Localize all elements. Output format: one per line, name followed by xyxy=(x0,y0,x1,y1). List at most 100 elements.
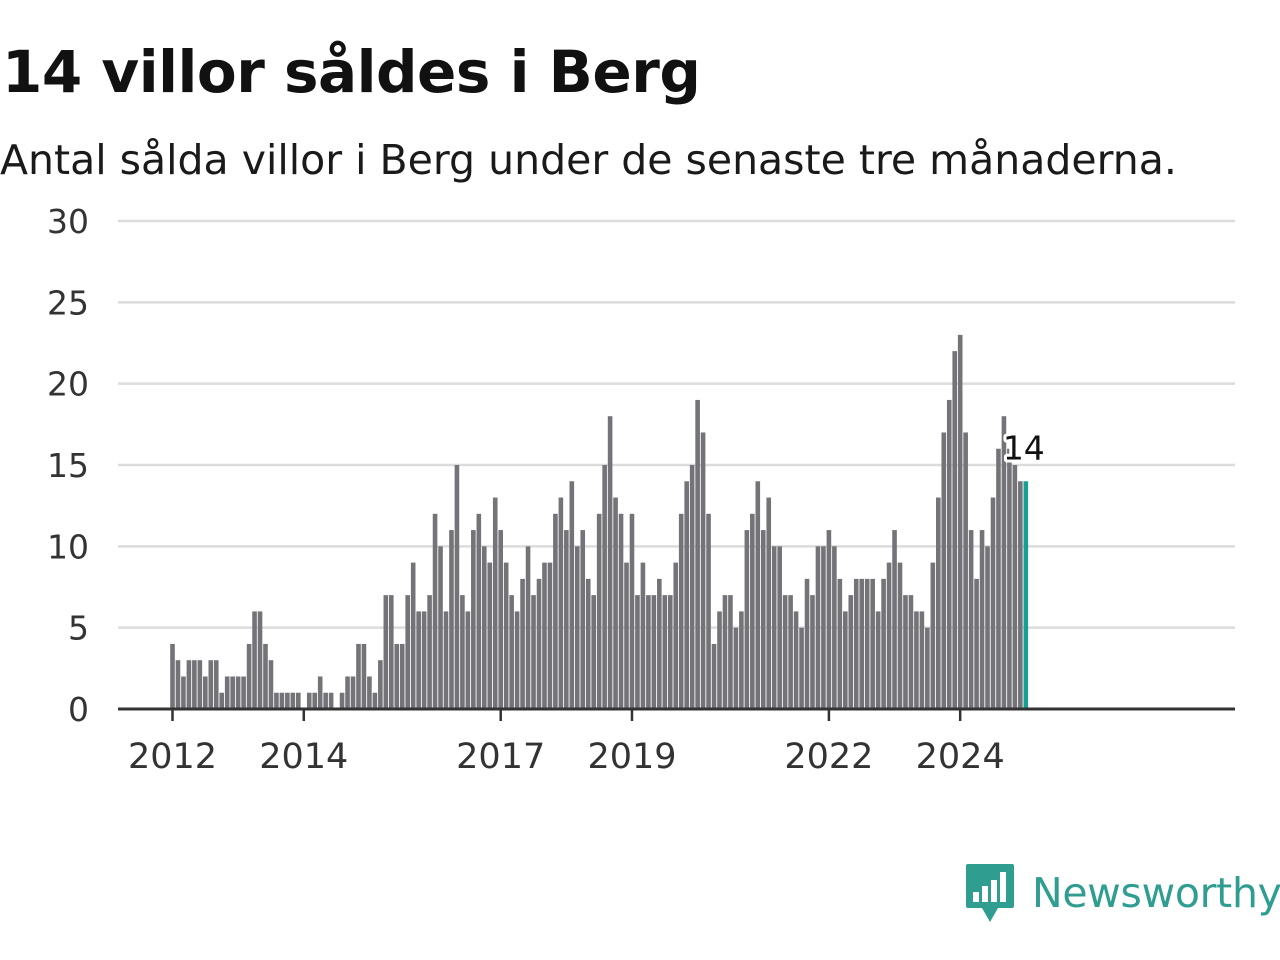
bar xyxy=(514,611,520,709)
bar xyxy=(711,643,717,709)
bar xyxy=(268,660,274,709)
bar xyxy=(569,481,575,709)
bar xyxy=(421,611,427,709)
bar xyxy=(241,676,246,709)
bar xyxy=(465,611,471,709)
bar xyxy=(170,643,175,709)
bar xyxy=(996,448,1001,709)
bar xyxy=(771,546,777,709)
bar xyxy=(443,611,449,709)
bar xyxy=(853,578,859,709)
bar xyxy=(892,530,897,709)
bar xyxy=(903,595,908,709)
bar xyxy=(979,530,985,709)
bar xyxy=(990,497,996,709)
bar xyxy=(908,595,914,709)
bar xyxy=(859,578,865,709)
bar xyxy=(591,595,596,709)
bar xyxy=(580,530,586,709)
x-tick-label: 2017 xyxy=(456,737,545,777)
x-tick-label: 2022 xyxy=(784,737,873,777)
bar xyxy=(192,660,197,709)
bar xyxy=(285,692,290,709)
bar xyxy=(963,432,968,709)
bar xyxy=(755,481,761,709)
bar xyxy=(678,513,684,709)
bar xyxy=(536,578,542,709)
y-axis-ticks: 0 5 10 15 20 25 30 xyxy=(47,202,89,729)
bar xyxy=(432,513,438,709)
bar xyxy=(837,578,843,709)
bar xyxy=(585,578,591,709)
bar xyxy=(279,692,285,709)
bar xyxy=(750,513,755,709)
bar xyxy=(793,611,799,709)
last-value-label: 14 xyxy=(1003,428,1045,467)
bar xyxy=(531,595,536,709)
bar xyxy=(219,692,225,709)
bar xyxy=(728,595,733,709)
bar xyxy=(760,530,766,709)
bar xyxy=(197,660,203,709)
bar xyxy=(317,676,323,709)
bar xyxy=(1001,416,1007,709)
bar xyxy=(886,562,892,709)
y-tick-label: 20 xyxy=(47,365,89,404)
bar xyxy=(525,546,531,709)
bar xyxy=(1018,481,1023,709)
bar xyxy=(651,595,657,709)
bar xyxy=(350,676,356,709)
bar xyxy=(607,416,613,709)
bar xyxy=(454,465,460,709)
bar xyxy=(416,611,421,709)
bar xyxy=(542,562,547,709)
y-tick-label: 0 xyxy=(68,690,89,729)
bar xyxy=(629,513,635,709)
bar-chart-speech-bubble-icon xyxy=(966,864,1014,922)
bar xyxy=(897,562,903,709)
bar xyxy=(460,595,465,709)
bar xyxy=(564,530,569,709)
bar xyxy=(186,660,192,709)
bar xyxy=(492,497,498,709)
bar xyxy=(405,595,411,709)
bar xyxy=(717,611,722,709)
bar xyxy=(312,692,318,709)
bar xyxy=(356,643,361,709)
bar xyxy=(722,595,728,709)
bar xyxy=(476,513,482,709)
bar xyxy=(618,513,624,709)
bar xyxy=(782,595,788,709)
bar xyxy=(936,497,941,709)
bar xyxy=(881,578,886,709)
bar xyxy=(815,546,821,709)
bar xyxy=(410,562,416,709)
bar xyxy=(328,692,334,709)
y-tick-label: 5 xyxy=(68,609,89,648)
bar xyxy=(306,692,312,709)
bar xyxy=(640,562,646,709)
bar xyxy=(957,334,963,709)
bar xyxy=(930,562,936,709)
bar xyxy=(974,578,979,709)
value-labels: 14 xyxy=(1000,425,1048,470)
bar xyxy=(230,676,235,709)
bar xyxy=(509,595,514,709)
bar xyxy=(203,676,208,709)
bar xyxy=(870,578,875,709)
bar xyxy=(613,497,618,709)
bar xyxy=(810,595,815,709)
chart-title: 14 villor såldes i Berg xyxy=(2,38,701,106)
bar xyxy=(449,530,454,709)
bar xyxy=(378,660,383,709)
bar xyxy=(246,643,252,709)
bar xyxy=(706,513,711,709)
bar xyxy=(821,546,826,709)
bar xyxy=(235,676,241,709)
bar xyxy=(826,530,832,709)
bar xyxy=(673,562,679,709)
x-tick-label: 2014 xyxy=(259,737,348,777)
bar xyxy=(487,562,493,709)
bar xyxy=(766,497,772,709)
